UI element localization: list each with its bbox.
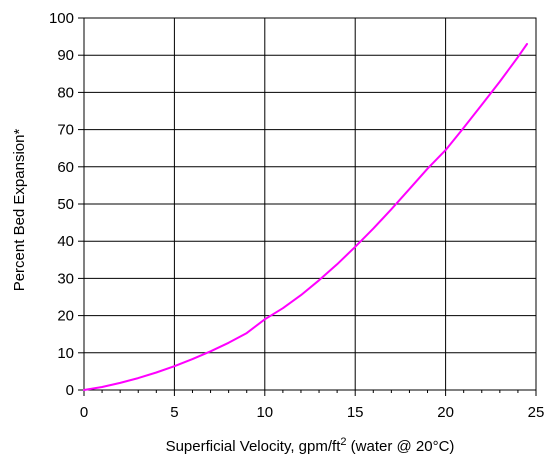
y-tick-label-10: 100 xyxy=(49,10,74,27)
x-tick-label-0: 0 xyxy=(80,404,88,421)
y-tick-label-1: 10 xyxy=(57,345,74,362)
y-tick-label-0: 0 xyxy=(66,382,74,399)
x-tick-label-1: 5 xyxy=(170,404,178,421)
y-tick-label-2: 20 xyxy=(57,308,74,325)
x-tick-label-2: 10 xyxy=(256,404,273,421)
y-tick-label-3: 30 xyxy=(57,270,74,287)
y-tick-labels: 0 10 20 30 40 50 60 70 80 90 100 xyxy=(49,10,74,399)
x-tick-labels: 0 5 10 15 20 25 xyxy=(80,404,545,421)
x-axis-label: Superficial Velocity, gpm/ft2 (water @ 2… xyxy=(166,436,455,455)
x-axis-label-suffix: (water @ 20°C) xyxy=(347,438,455,455)
y-tick-label-6: 60 xyxy=(57,159,74,176)
y-tick-label-9: 90 xyxy=(57,47,74,64)
y-tick-label-5: 50 xyxy=(57,196,74,213)
axis-ticks xyxy=(78,17,537,396)
x-axis-label-superscript: 2 xyxy=(340,436,346,448)
y-tick-label-7: 70 xyxy=(57,122,74,139)
x-axis-label-main: Superficial Velocity, gpm/ft xyxy=(166,438,342,455)
y-tick-label-8: 80 xyxy=(57,84,74,101)
x-tick-label-3: 15 xyxy=(347,404,364,421)
grid-lines xyxy=(83,17,537,391)
x-tick-label-4: 20 xyxy=(437,404,454,421)
x-tick-label-5: 25 xyxy=(528,404,545,421)
series-group xyxy=(83,43,528,391)
y-tick-label-4: 40 xyxy=(57,233,74,250)
y-axis-label: Percent Bed Expansion* xyxy=(11,129,28,292)
series-line-0 xyxy=(83,43,528,391)
